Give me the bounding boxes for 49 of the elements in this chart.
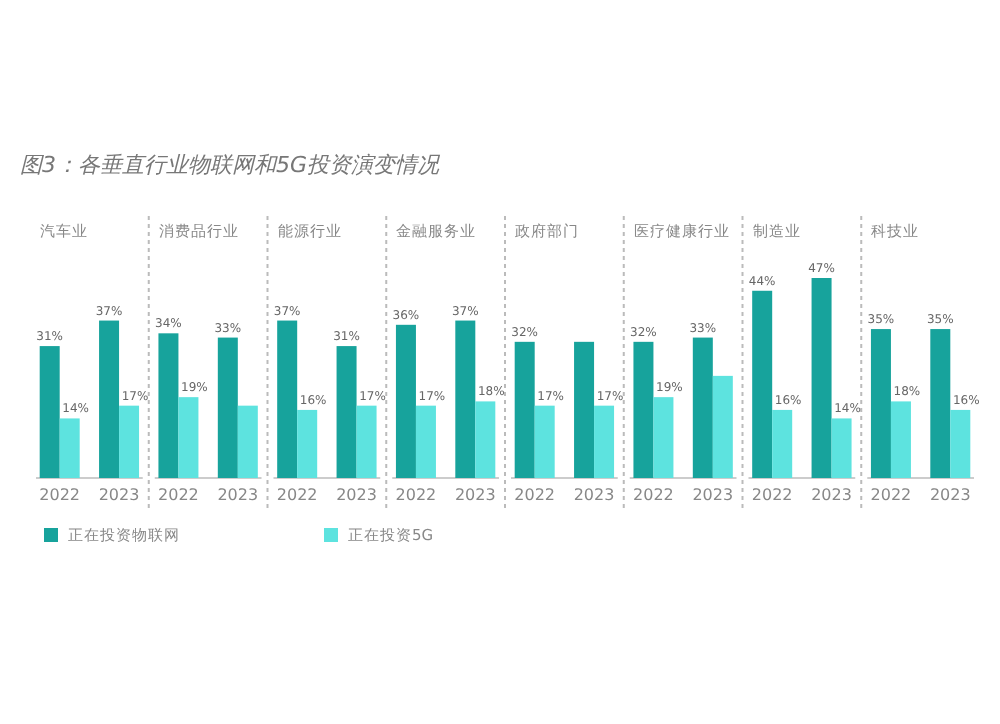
x-tick-label: 2023 xyxy=(217,486,259,504)
bar xyxy=(356,405,377,478)
x-tick-label: 2022 xyxy=(276,486,318,504)
bar xyxy=(119,405,140,478)
bar xyxy=(455,320,476,478)
x-tick-label: 2022 xyxy=(870,486,912,504)
chart-title: 图3：各垂直行业物联网和5G投资演变情况 xyxy=(20,152,442,178)
bar xyxy=(336,346,357,478)
bar xyxy=(633,341,654,478)
bar xyxy=(237,405,258,478)
x-tick-label: 2022 xyxy=(395,486,437,504)
x-tick-label: 2022 xyxy=(514,486,556,504)
bar xyxy=(890,401,911,478)
x-tick-label: 2023 xyxy=(573,486,615,504)
bar xyxy=(59,418,80,478)
x-tick-label: 2023 xyxy=(336,486,377,504)
x-tick-label: 2023 xyxy=(811,486,852,504)
bar xyxy=(930,329,951,478)
bar xyxy=(514,341,535,478)
bar xyxy=(39,346,60,478)
bar xyxy=(712,375,733,478)
bar xyxy=(99,320,120,478)
bar xyxy=(692,337,713,478)
x-tick-label: 2023 xyxy=(454,486,496,504)
bar xyxy=(534,405,555,478)
bar xyxy=(594,405,615,478)
bar xyxy=(653,397,674,478)
bar xyxy=(475,401,496,478)
x-tick-label: 2022 xyxy=(633,486,674,504)
bar xyxy=(811,278,832,478)
x-tick-label: 2023 xyxy=(98,486,140,504)
x-tick-label: 2023 xyxy=(929,486,971,504)
bar xyxy=(574,341,595,478)
bar xyxy=(831,418,852,478)
x-tick-label: 2022 xyxy=(158,486,199,504)
bar xyxy=(752,290,773,478)
bar xyxy=(178,397,199,478)
x-tick-label: 2022 xyxy=(751,486,793,504)
bar xyxy=(395,324,416,478)
bar xyxy=(277,320,298,478)
bar xyxy=(415,405,436,478)
bar xyxy=(217,337,238,478)
bar xyxy=(870,329,891,478)
x-tick-label: 2023 xyxy=(692,486,734,504)
bar xyxy=(297,409,318,478)
bar xyxy=(950,409,971,478)
bar xyxy=(772,409,793,478)
x-tick-label: 2022 xyxy=(39,486,81,504)
bar xyxy=(158,333,179,478)
